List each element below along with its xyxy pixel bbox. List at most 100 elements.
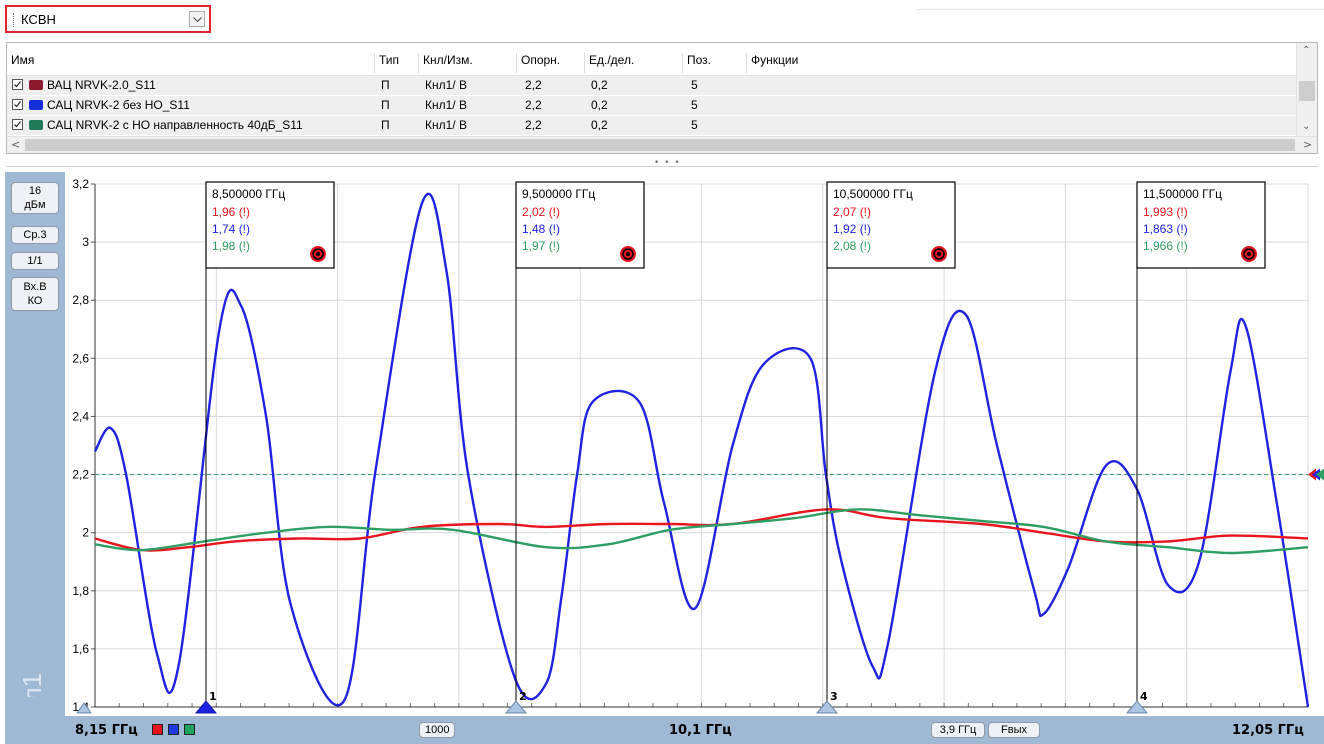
channel-side-panel: 16 дБм Ср.3 1/1 Вх.В КО Кнл1 <box>5 172 65 744</box>
trace-ref: 2,2 <box>525 78 542 92</box>
sweep-mode-button[interactable]: Fвых <box>988 722 1040 738</box>
input-select-line2: КО <box>27 295 43 307</box>
measurement-select[interactable]: КСВН <box>5 5 211 33</box>
table-row[interactable]: САЦ NRVK-2 с НО направленность 40дБ_S11 … <box>7 116 1297 135</box>
chart-canvas[interactable]: 3,232,82,62,42,221,81,61,48,500000 ГГц1,… <box>0 166 1324 744</box>
col-header-type[interactable]: Тип <box>375 53 419 73</box>
trace-indicator-green[interactable] <box>184 724 195 735</box>
trace-indicator-red[interactable] <box>152 724 163 735</box>
marker-frequency: 11,500000 ГГц <box>1143 187 1222 201</box>
horizontal-scroll-thumb[interactable] <box>25 139 1295 151</box>
center-frequency[interactable]: 10,1 ГГц <box>669 723 732 738</box>
marker-value: 1,966 (!) <box>1143 239 1188 253</box>
col-header-ref[interactable]: Опорн. <box>517 53 585 73</box>
channel-label: Кнл1 <box>17 673 47 697</box>
trace-color-swatch <box>29 100 43 110</box>
left-edge-marker <box>76 702 92 714</box>
marker-value: 1,92 (!) <box>833 222 871 236</box>
marker-value: 1,98 (!) <box>212 239 250 253</box>
table-horizontal-scrollbar[interactable]: < > <box>7 136 1317 153</box>
col-header-pos[interactable]: Поз. <box>683 53 747 73</box>
averaging-button[interactable]: Ср.3 <box>11 226 59 244</box>
panel-splitter[interactable]: • • • <box>6 156 1318 168</box>
trace-name: ВАЦ NRVK-2.0_S11 <box>47 78 156 92</box>
trace-ref: 2,2 <box>525 118 542 132</box>
y-tick-label: 2,8 <box>72 293 89 307</box>
marker-triangle[interactable] <box>815 700 839 714</box>
col-header-chan[interactable]: Кнл/Изм. <box>419 53 517 73</box>
vswr-chart: 3,232,82,62,42,221,81,61,48,500000 ГГц1,… <box>0 166 1324 744</box>
y-tick-label: 2,6 <box>72 351 89 365</box>
table-vertical-scrollbar[interactable]: ⌃ ⌄ <box>1296 43 1317 139</box>
vertical-scroll-thumb[interactable] <box>1299 81 1315 101</box>
span-button[interactable]: 3,9 ГГц <box>931 722 985 738</box>
marker-frequency: 8,500000 ГГц <box>212 187 285 201</box>
trace-pos: 5 <box>691 98 698 112</box>
trace-name: САЦ NRVK-2 без НО_S11 <box>47 98 190 112</box>
stop-frequency[interactable]: 12,05 ГГц <box>1232 723 1304 738</box>
scroll-up-icon[interactable]: ⌃ <box>1302 45 1311 56</box>
points-count-button[interactable]: 1000 <box>419 722 455 738</box>
trace-scale: 0,2 <box>591 98 608 112</box>
trace-visible-checkbox[interactable] <box>12 99 23 110</box>
svg-text:Кнл1: Кнл1 <box>17 673 47 697</box>
y-tick-label: 1,6 <box>72 642 89 656</box>
scroll-right-icon[interactable]: > <box>1303 138 1313 151</box>
window-layout-label: 1/1 <box>27 255 43 267</box>
y-tick-label: 3 <box>82 235 89 249</box>
table-row[interactable]: ВАЦ NRVK-2.0_S11 П Кнл1/ В 2,2 0,2 5 <box>7 76 1297 95</box>
trace-type: П <box>381 98 390 112</box>
trace-ref: 2,2 <box>525 98 542 112</box>
marker-triangle[interactable] <box>194 700 218 714</box>
col-header-name[interactable]: Имя <box>7 53 375 73</box>
trace-pos: 5 <box>691 118 698 132</box>
marker-frequency: 10,500000 ГГц <box>833 187 913 201</box>
reference-level-arrow[interactable] <box>1316 468 1324 481</box>
marker-value: 1,48 (!) <box>522 222 560 236</box>
trace-channel: Кнл1/ В <box>425 98 467 112</box>
power-unit: дБм <box>24 199 46 211</box>
table-row[interactable]: САЦ NRVK-2 без НО_S11 П Кнл1/ В 2,2 0,2 … <box>7 96 1297 115</box>
trace-scale: 0,2 <box>591 78 608 92</box>
trace-type: П <box>381 118 390 132</box>
col-header-functions[interactable]: Функции <box>751 53 799 67</box>
scroll-down-icon[interactable]: ⌄ <box>1302 121 1311 132</box>
trace-visible-checkbox[interactable] <box>12 119 23 130</box>
scroll-left-icon[interactable]: < <box>11 138 21 151</box>
y-tick-label: 2,4 <box>72 409 89 423</box>
marker-triangle[interactable] <box>504 700 528 714</box>
start-frequency[interactable]: 8,15 ГГц <box>75 723 138 738</box>
measurement-select-value: КСВН <box>21 12 56 27</box>
marker-frequency: 9,500000 ГГц <box>522 187 595 201</box>
marker-number: 3 <box>830 690 838 703</box>
input-select-line1: Вх.В <box>23 281 47 293</box>
averaging-label: Ср.3 <box>23 229 47 241</box>
y-tick-label: 2 <box>82 526 89 540</box>
splitter-grip-icon[interactable]: • • • <box>654 158 681 168</box>
marker-number: 4 <box>1140 690 1148 703</box>
trace-scale: 0,2 <box>591 118 608 132</box>
trace-indicator-blue[interactable] <box>168 724 179 735</box>
marker-triangle[interactable] <box>1125 700 1149 714</box>
trace-type: П <box>381 78 390 92</box>
table-header: Имя Тип Кнл/Изм. Опорн. Ед./дел. Поз. Фу… <box>7 43 1297 76</box>
marker-value: 2,08 (!) <box>833 239 871 253</box>
trace-color-swatch <box>29 120 43 130</box>
marker-value: 1,993 (!) <box>1143 205 1188 219</box>
window-layout-button[interactable]: 1/1 <box>11 252 59 270</box>
power-button[interactable]: 16 дБм <box>11 182 59 214</box>
chevron-down-icon[interactable] <box>189 11 205 27</box>
trace-pos: 5 <box>691 78 698 92</box>
trace-channel: Кнл1/ В <box>425 118 467 132</box>
marker-value: 2,02 (!) <box>522 205 560 219</box>
input-select-button[interactable]: Вх.В КО <box>11 277 59 311</box>
trace-table: Имя Тип Кнл/Изм. Опорн. Ед./дел. Поз. Фу… <box>6 42 1318 154</box>
trace-visible-checkbox[interactable] <box>12 79 23 90</box>
y-tick-label: 2,2 <box>72 468 89 482</box>
trace-name: САЦ NRVK-2 с НО направленность 40дБ_S11 <box>47 118 303 132</box>
toolbar-divider <box>916 9 1324 10</box>
marker-close-icon-dot <box>626 252 630 256</box>
col-header-scale[interactable]: Ед./дел. <box>585 53 683 73</box>
marker-number: 2 <box>519 690 527 703</box>
marker-value: 1,96 (!) <box>212 205 250 219</box>
